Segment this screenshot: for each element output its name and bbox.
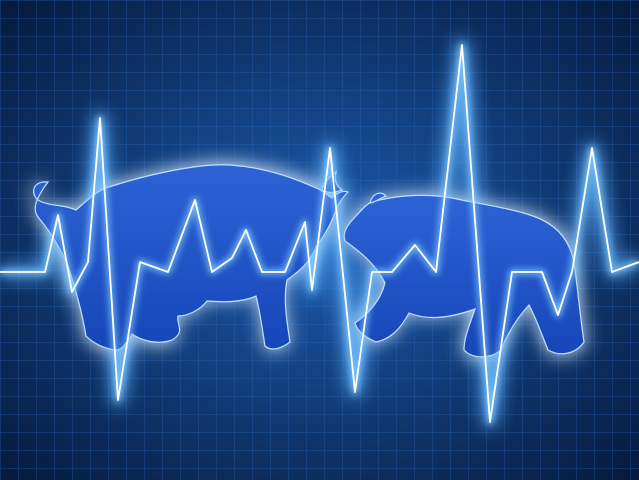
bear-ear-icon [369,192,388,204]
heartbeat-line-icon [0,44,639,423]
bear-silhouette-icon [343,194,585,358]
